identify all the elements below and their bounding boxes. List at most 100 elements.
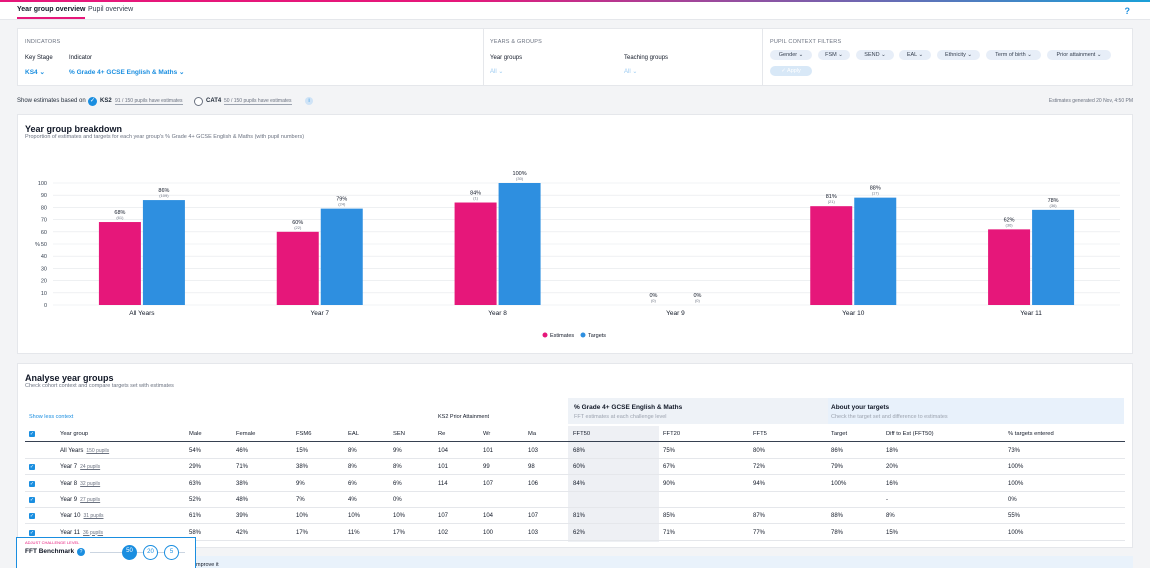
term-of-birth-filter[interactable]: Term of birth ⌄ [986, 50, 1041, 60]
indicator-select[interactable]: % Grade 4+ GCSE English & Maths ⌄ [69, 69, 185, 76]
table-cell: 0% [1008, 496, 1017, 503]
teaching-groups-select[interactable]: All ⌄ [624, 69, 638, 75]
table-cell: 71% [663, 529, 676, 536]
row-checkbox[interactable]: ✓ [29, 464, 35, 471]
ks2-radio[interactable]: ✓ [88, 97, 97, 106]
table-cell: 114 [438, 480, 448, 487]
year-groups-select[interactable]: All ⌄ [490, 69, 504, 75]
row-divider [25, 539, 1125, 541]
indicator-label: Indicator [69, 55, 93, 61]
bar-estimates [276, 231, 319, 305]
table-cell: 106 [528, 480, 539, 487]
estimates-label: Show estimates based on [17, 98, 86, 104]
chart-subtitle: Proportion of estimates and targets for … [25, 134, 305, 140]
column-header: Female [236, 431, 256, 437]
bar-targets [320, 208, 363, 305]
column-header: Ma [528, 431, 537, 437]
targets-group-title: About your targets [831, 404, 890, 411]
table-cell: 8% [348, 464, 357, 471]
data-count-label: (1) [473, 196, 479, 201]
table-cell: 48% [236, 496, 249, 503]
table-cell: 72% [753, 464, 766, 471]
table-cell: 107 [483, 480, 494, 487]
benchmark-50-button[interactable]: 50 [122, 545, 137, 560]
teaching-groups-label: Teaching groups [624, 55, 669, 61]
y-axis-label: % [35, 242, 40, 248]
table-cell: 100% [1008, 529, 1024, 536]
table-cell: 17% [296, 529, 309, 536]
indicators-title: INDICATORS [25, 39, 61, 45]
table-cell: 29% [189, 464, 202, 471]
table-cell: 100% [1008, 464, 1024, 471]
column-header: Re [438, 431, 446, 437]
ks2-label: KS2 [100, 98, 112, 104]
estimates-line: Show estimates based on ✓ KS2 91 / 150 p… [17, 96, 1137, 108]
legend-label-targets: Targets [588, 333, 606, 339]
fsm-filter[interactable]: FSM ⌄ [818, 50, 850, 60]
row-checkbox[interactable]: ✓ [29, 480, 35, 487]
benchmark-5-button[interactable]: 5 [164, 545, 179, 560]
prior-attainment-filter[interactable]: Prior attainment ⌄ [1047, 50, 1111, 60]
eal-filter[interactable]: EAL ⌄ [899, 50, 931, 60]
pupil-count-link[interactable]: 31 pupils [83, 513, 104, 520]
tab-year-group-overview[interactable]: Year group overview [17, 6, 86, 19]
data-label: 0% [693, 293, 701, 299]
info-icon[interactable]: i [305, 97, 313, 105]
table-cell: 20% [886, 464, 899, 471]
table-cell: 81% [573, 513, 586, 520]
table-cell: 104 [483, 513, 494, 520]
table-cell: 100 [483, 529, 494, 536]
key-stage-select[interactable]: KS4 ⌄ [25, 69, 45, 76]
table-cell: 101 [483, 448, 494, 454]
table-cell: 16% [886, 480, 899, 487]
pupil-count-link[interactable]: 24 pupils [80, 464, 101, 471]
table-cell: 68% [573, 448, 586, 454]
table-cell: 46% [236, 448, 249, 454]
show-less-context-link[interactable]: Show less context [29, 414, 74, 420]
table-cell: 10% [393, 513, 406, 520]
data-label: 62% [1004, 217, 1015, 223]
table-cell: 8% [886, 513, 895, 520]
table-cell: 55% [1008, 513, 1021, 520]
row-year-group: Year 11 36 pupils [60, 529, 104, 536]
send-filter[interactable]: SEND ⌄ [856, 50, 894, 60]
y-tick-label: 90 [41, 193, 47, 199]
ethnicity-filter[interactable]: Ethnicity ⌄ [937, 50, 980, 60]
column-header: FSM6 [296, 431, 312, 437]
x-tick-label: All Years [129, 310, 155, 317]
tab-pupil-overview[interactable]: Pupil overview [88, 6, 134, 13]
cat4-radio[interactable] [194, 97, 203, 106]
table-cell: 17% [393, 529, 406, 536]
benchmark-20-button[interactable]: 20 [143, 545, 158, 560]
row-divider [25, 474, 1125, 476]
header-divider [25, 441, 1125, 442]
pupil-count-link[interactable]: 27 pupils [80, 496, 101, 503]
table-cell: 58% [189, 529, 202, 536]
y-tick-label: 20 [41, 279, 47, 285]
data-count-label: (22) [294, 225, 302, 230]
column-header: % targets entered [1008, 431, 1054, 437]
table-cell: 10% [296, 513, 309, 520]
pupil-count-link[interactable]: 32 pupils [80, 480, 101, 487]
data-label: 81% [826, 194, 837, 200]
row-checkbox[interactable]: ✓ [29, 513, 35, 520]
pupil-count-link[interactable]: 150 pupils [86, 448, 110, 454]
data-label: 60% [292, 220, 303, 226]
table-cell: 9% [393, 448, 402, 454]
benchmark-info-icon[interactable]: ? [77, 548, 85, 556]
y-tick-label: 70 [41, 218, 47, 224]
bar-estimates [454, 202, 497, 305]
select-all-checkbox[interactable]: ✓ [29, 431, 35, 437]
row-checkbox[interactable]: ✓ [29, 496, 35, 503]
pupil-count-link[interactable]: 36 pupils [83, 529, 104, 536]
table-cell: 103 [528, 529, 539, 536]
gender-filter[interactable]: Gender ⌄ [770, 50, 812, 60]
table-cell: 61% [189, 513, 202, 520]
apply-button[interactable]: ✓ Apply [770, 66, 812, 76]
help-icon[interactable]: ? [1124, 6, 1131, 16]
table-cell: 77% [753, 529, 766, 536]
table-cell: 84% [573, 480, 586, 487]
table-cell: 99 [483, 464, 490, 471]
row-checkbox[interactable]: ✓ [29, 529, 35, 536]
key-stage-label: Key Stage [25, 55, 53, 61]
